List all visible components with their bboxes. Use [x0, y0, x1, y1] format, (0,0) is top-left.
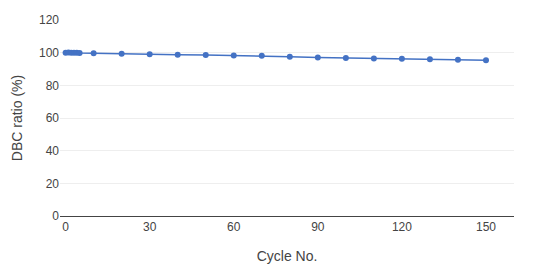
svg-text:20: 20	[46, 177, 60, 191]
svg-text:40: 40	[46, 144, 60, 158]
svg-text:DBC ratio (%): DBC ratio (%)	[9, 75, 25, 161]
svg-text:80: 80	[46, 79, 60, 93]
svg-text:0: 0	[62, 220, 69, 234]
svg-text:60: 60	[227, 220, 241, 234]
svg-text:30: 30	[143, 220, 157, 234]
svg-text:60: 60	[46, 111, 60, 125]
svg-text:90: 90	[311, 220, 325, 234]
svg-text:120: 120	[392, 220, 412, 234]
svg-text:100: 100	[39, 46, 59, 60]
svg-text:Cycle No.: Cycle No.	[257, 248, 318, 264]
svg-text:0: 0	[52, 209, 59, 223]
svg-text:150: 150	[476, 220, 496, 234]
svg-text:120: 120	[39, 13, 59, 27]
